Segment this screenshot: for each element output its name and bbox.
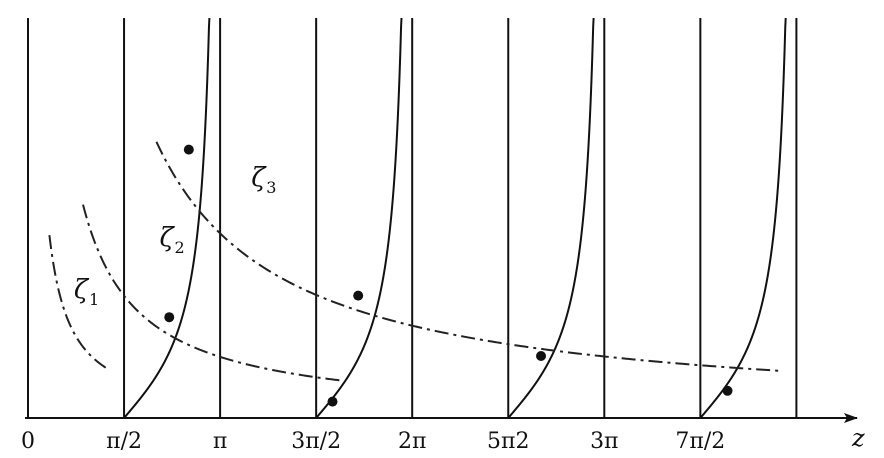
branch-curve (699, 17, 787, 419)
zeta-curve-3 (155, 141, 781, 372)
series-label: ζ1 (74, 275, 99, 309)
branch-curve (123, 17, 211, 419)
intersection-point (722, 385, 733, 396)
intersection-point (536, 351, 547, 361)
x-tick-label: 3π (590, 429, 618, 454)
asymptote-lines (27, 18, 798, 418)
x-tick-label: 7π/2 (675, 429, 725, 454)
branch-curve (507, 17, 595, 419)
zeta-curve-2 (82, 204, 340, 382)
intersection-point (353, 290, 364, 301)
branch-curve (315, 17, 403, 419)
x-axis: z (25, 413, 865, 452)
x-tick-label: 0 (21, 429, 35, 454)
intersection-point (164, 312, 175, 323)
zeta-curves (48, 141, 781, 382)
x-axis-label: z (851, 424, 865, 452)
intersection-point (183, 144, 194, 155)
series-labels: ζ1 ζ2 ζ3 (74, 163, 277, 309)
x-tick-label: 2π (398, 429, 426, 454)
x-tick-label: 5π2 (487, 429, 529, 454)
zeta-curve-1 (48, 235, 109, 370)
x-tick-label: 3π/2 (291, 429, 341, 454)
x-tick-label: π (213, 429, 227, 454)
intersection-points (164, 144, 733, 407)
series-label: ζ3 (251, 163, 276, 197)
x-tick-label: π/2 (106, 429, 142, 454)
x-tick-labels: 0 π/2 π 3π/2 2π 5π2 3π 7π/2 (21, 429, 725, 454)
series-label: ζ2 (159, 223, 184, 257)
intersection-point (327, 396, 338, 407)
